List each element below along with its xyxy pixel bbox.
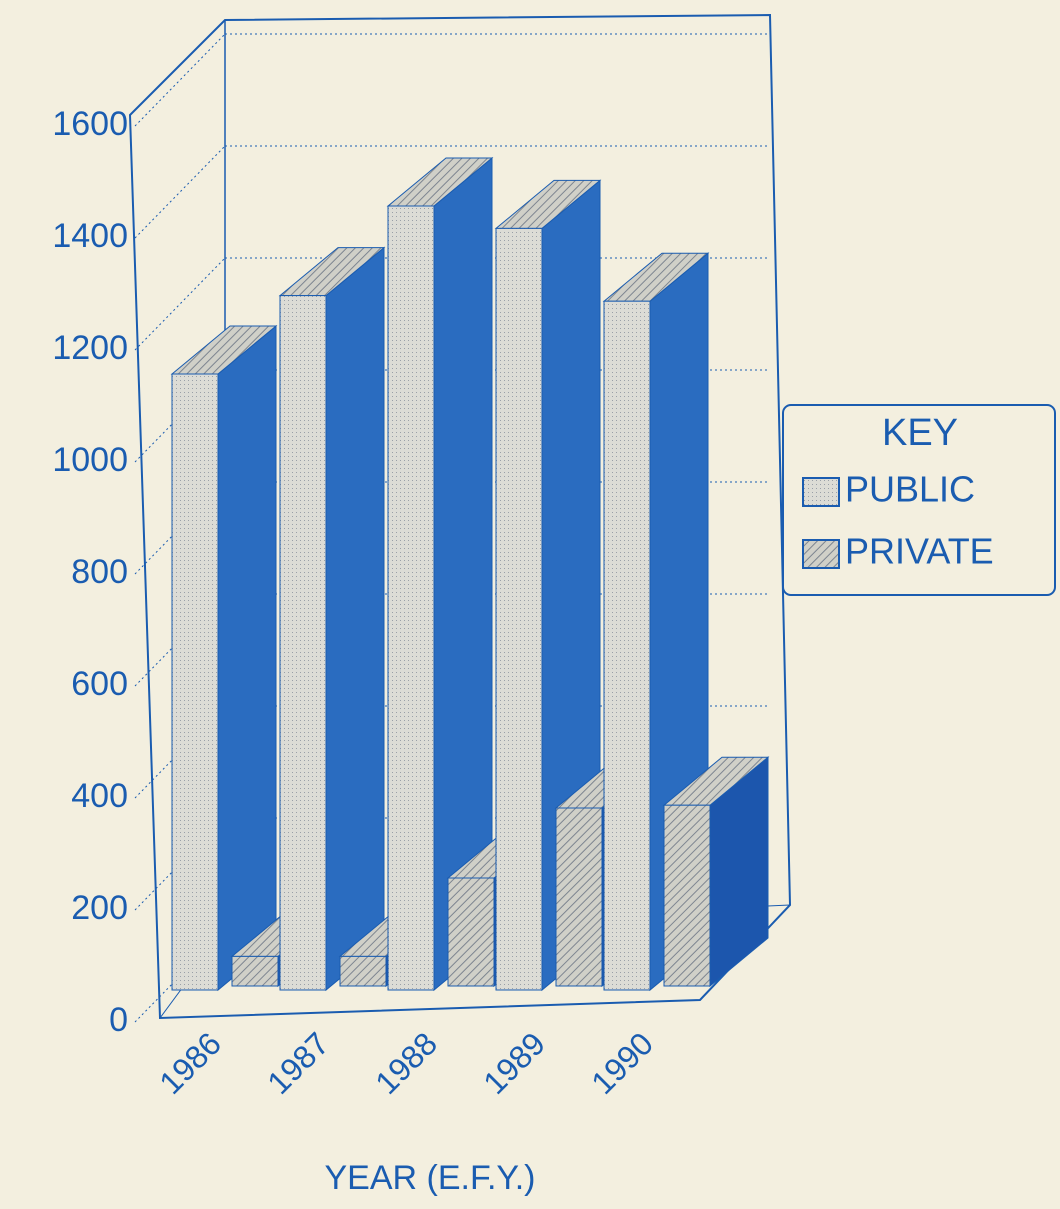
grid-line	[134, 257, 226, 351]
y-tick-label: 1200	[52, 329, 128, 367]
bar-front	[339, 955, 387, 987]
legend-swatch	[802, 539, 840, 569]
bar-front	[387, 205, 435, 991]
x-tick-label: 1990	[584, 1025, 660, 1101]
grid-line	[134, 817, 226, 911]
x-tick-label: 1988	[368, 1025, 444, 1101]
x-tick-label: 1989	[476, 1025, 552, 1101]
legend-label: PRIVATE	[845, 531, 994, 572]
y-tick-label: 0	[109, 1001, 128, 1039]
grid-line	[134, 481, 226, 575]
bar-front	[231, 955, 279, 987]
bar-front	[279, 295, 327, 991]
bar-front	[663, 804, 711, 987]
bar-front	[447, 877, 495, 987]
legend-title: KEY	[882, 412, 958, 454]
y-tick-label: 200	[71, 889, 128, 927]
bar-side	[325, 246, 385, 992]
bar-front	[603, 300, 651, 991]
legend: KEY	[782, 404, 1056, 596]
y-tick-label: 1000	[52, 441, 128, 479]
bar-front	[171, 373, 219, 991]
bar-side	[217, 324, 277, 992]
legend-label: PUBLIC	[845, 469, 975, 510]
legend-box	[782, 404, 1056, 596]
bar-front	[555, 807, 603, 987]
y-tick-label: 1600	[52, 105, 128, 143]
legend-swatch	[802, 477, 840, 507]
y-tick-label: 1400	[52, 217, 128, 255]
grid-line	[134, 369, 226, 463]
bar-front	[495, 227, 543, 991]
grid-line	[134, 593, 226, 687]
grid-line	[134, 33, 226, 127]
y-tick-label: 400	[71, 777, 128, 815]
y-tick-label: 600	[71, 665, 128, 703]
grid-line	[134, 145, 226, 239]
x-axis-label: YEAR (E.F.Y.)	[325, 1159, 536, 1197]
bar	[662, 756, 770, 988]
x-tick-label: 1987	[260, 1025, 336, 1101]
grid-line	[134, 705, 226, 799]
bar	[278, 246, 386, 992]
bar	[170, 324, 278, 992]
y-tick-label: 800	[71, 553, 128, 591]
grid-line	[134, 929, 226, 1023]
x-tick-label: 1986	[152, 1025, 228, 1101]
